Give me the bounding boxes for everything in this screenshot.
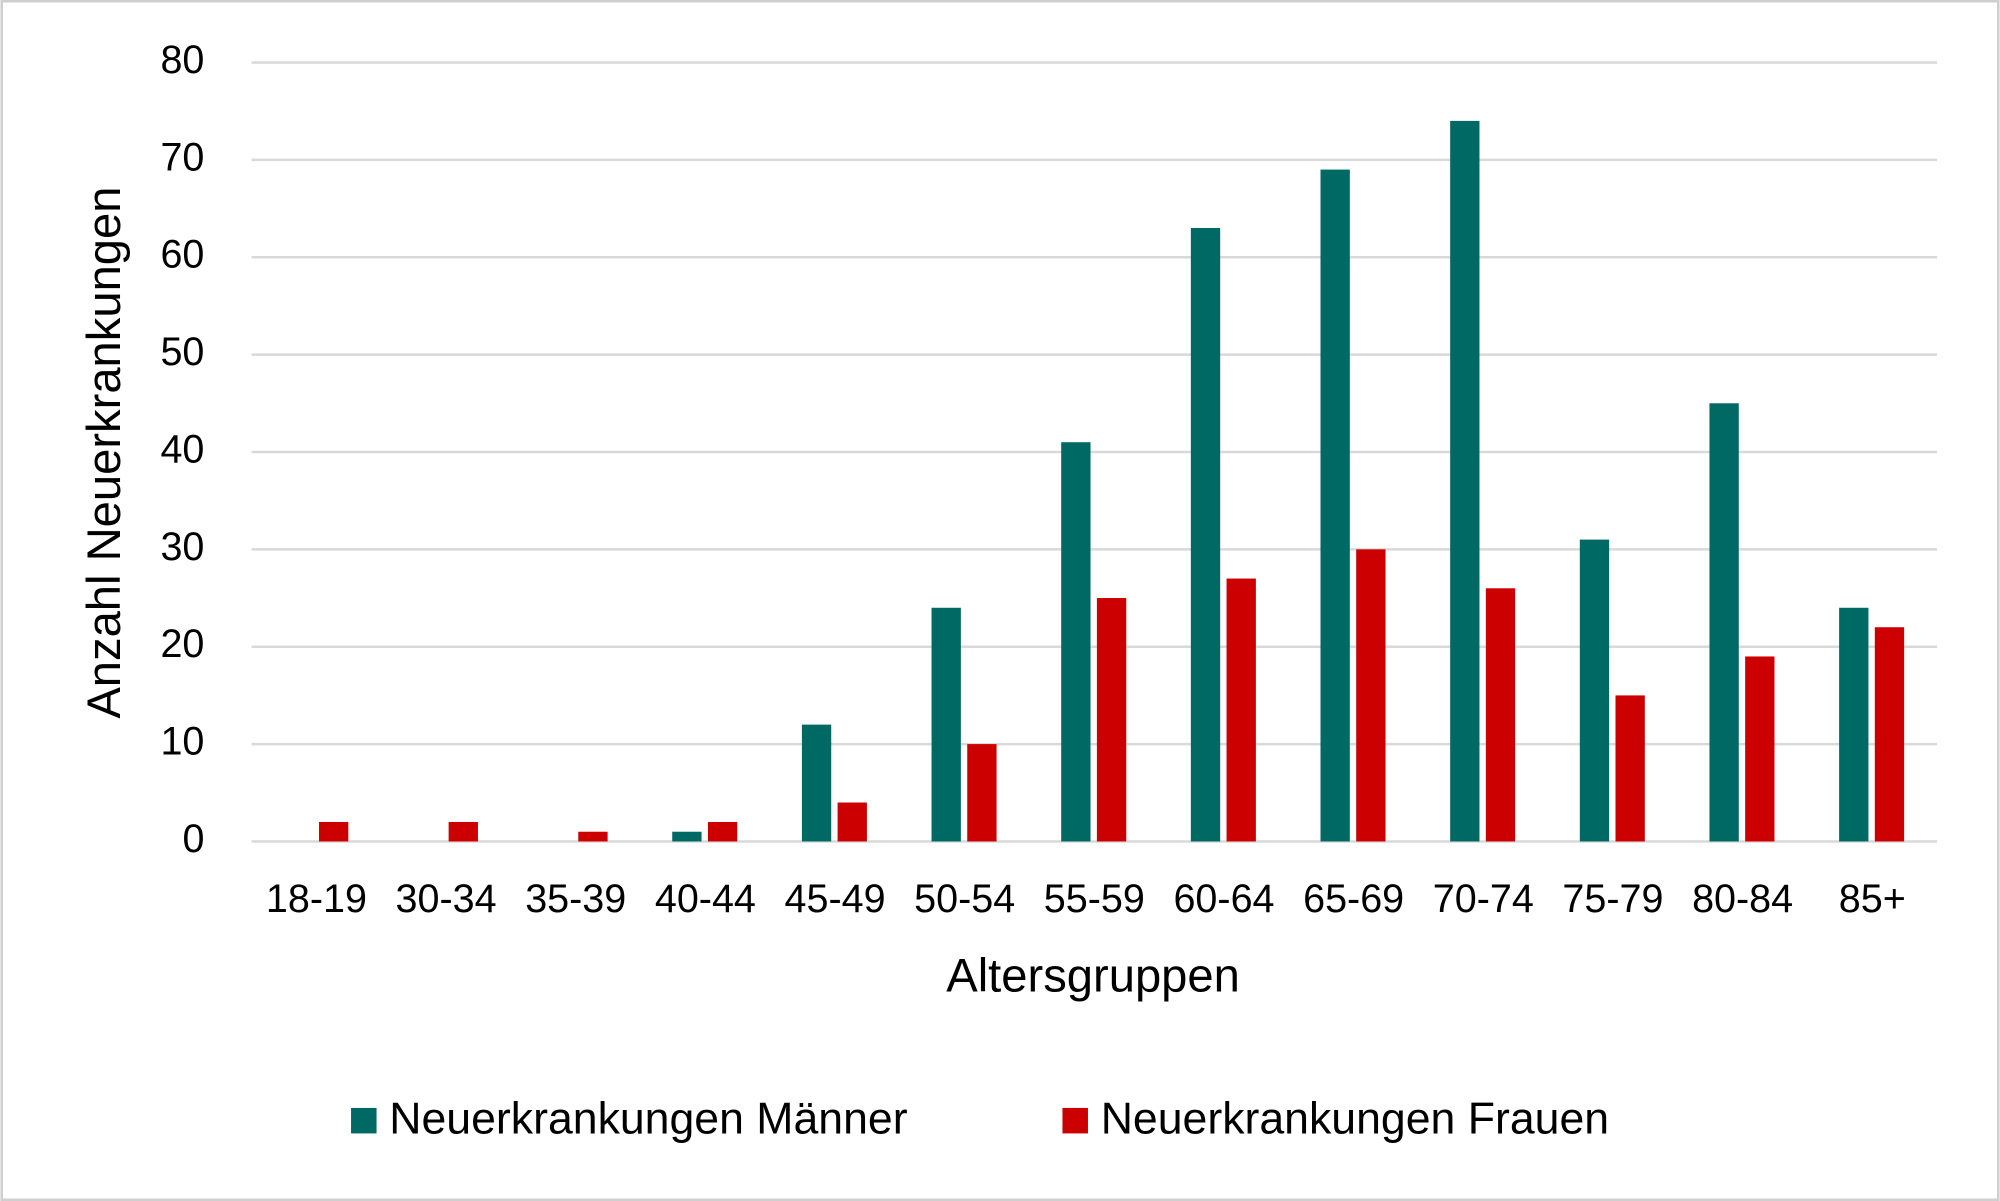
x-tick-label: 85+ [1839, 877, 1906, 921]
bar [1615, 695, 1645, 842]
bar [1190, 228, 1221, 842]
x-axis-title: Altersgruppen [946, 949, 1240, 1002]
bar [1839, 607, 1869, 842]
x-tick-label: 75-79 [1562, 877, 1663, 921]
y-tick-label: 40 [160, 427, 204, 471]
bar [318, 821, 349, 842]
bar [837, 802, 867, 842]
bar [448, 821, 478, 842]
x-tick-label: 80-84 [1692, 877, 1793, 921]
bar [931, 607, 961, 842]
bar [1709, 403, 1739, 842]
bar [967, 744, 997, 842]
y-tick-label: 80 [160, 38, 204, 82]
bar [1061, 442, 1091, 842]
bar [1874, 627, 1905, 842]
bar [1320, 169, 1350, 842]
legend-label: Neuerkrankungen Frauen [1101, 1095, 1609, 1144]
legend-swatch [351, 1107, 377, 1134]
x-tick-label: 65-69 [1303, 877, 1404, 921]
y-tick-label: 60 [160, 233, 204, 277]
bar [1226, 578, 1256, 842]
x-tick-label: 60-64 [1173, 877, 1274, 921]
legend-label: Neuerkrankungen Männer [389, 1095, 907, 1144]
bar [1485, 588, 1516, 842]
x-tick-label: 30-34 [396, 877, 497, 921]
x-tick-label: 45-49 [785, 877, 886, 921]
bar [578, 831, 608, 842]
x-tick-label: 35-39 [525, 877, 626, 921]
bar [1450, 120, 1480, 842]
x-tick-label: 55-59 [1044, 877, 1145, 921]
y-tick-label: 50 [160, 330, 204, 374]
bar [801, 724, 832, 842]
y-tick-label: 10 [160, 720, 204, 764]
bar [1096, 598, 1127, 842]
bar [672, 831, 702, 842]
y-tick-label: 70 [160, 135, 204, 179]
y-tick-label: 20 [160, 622, 204, 666]
x-tick-label: 70-74 [1433, 877, 1534, 921]
bar [1745, 656, 1775, 842]
y-tick-label: 0 [182, 817, 204, 861]
bar [1579, 539, 1610, 842]
x-tick-label: 40-44 [655, 877, 756, 921]
x-tick-label: 18-19 [266, 877, 367, 921]
y-tick-label: 30 [160, 525, 204, 569]
bar [1356, 549, 1386, 842]
legend-swatch [1062, 1107, 1088, 1134]
bar [707, 821, 738, 842]
x-tick-label: 50-54 [914, 877, 1015, 921]
y-axis-title: Anzahl Neuerkrankungen [77, 187, 130, 719]
